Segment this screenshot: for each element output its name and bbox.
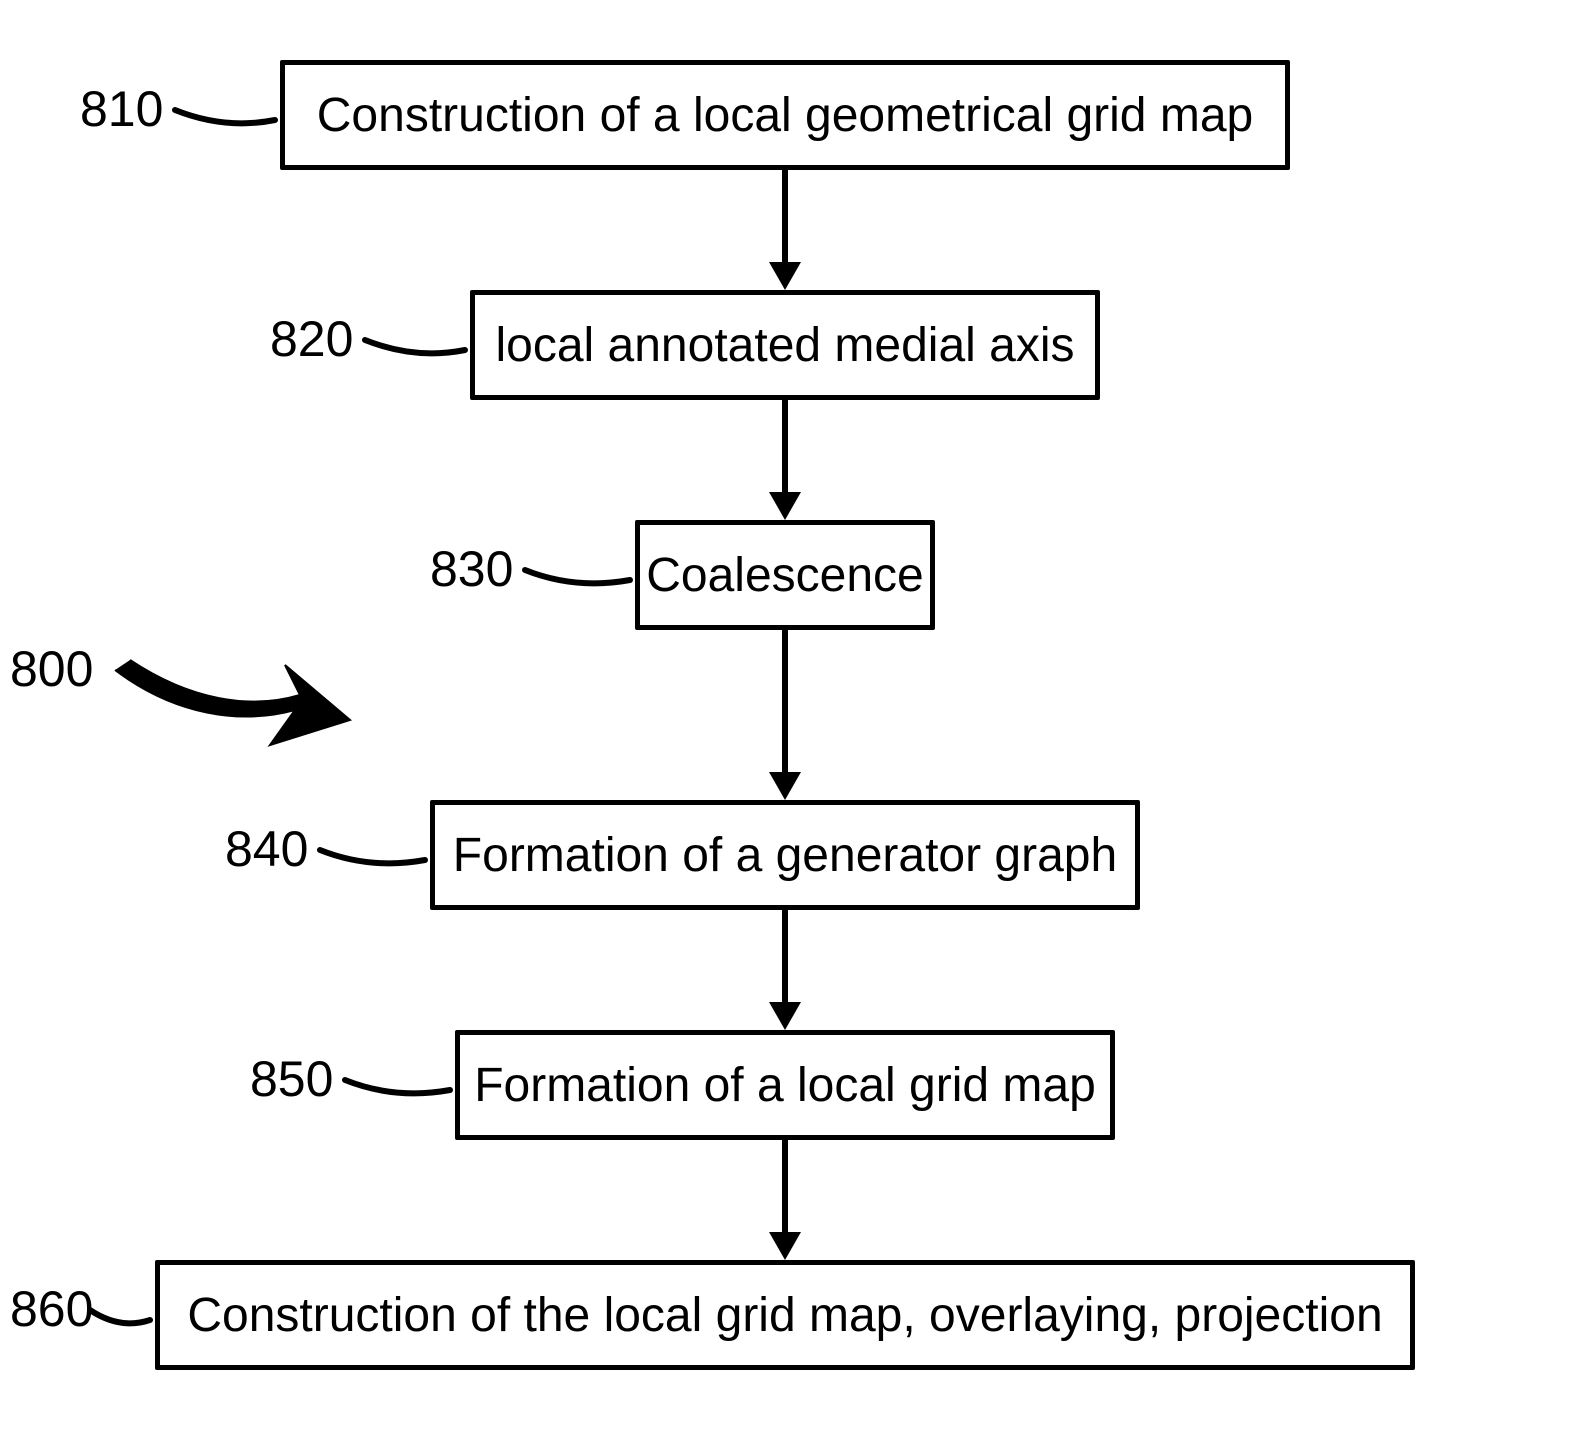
edge-850-860-head-icon (769, 1232, 801, 1260)
node-850: Formation of a local grid map (455, 1030, 1115, 1140)
leader-830-path (525, 570, 630, 583)
leader-850-path (345, 1080, 450, 1093)
node-860-text: Construction of the local grid map, over… (187, 1288, 1382, 1343)
edge-820-830 (782, 400, 788, 492)
node-820-text: local annotated medial axis (495, 318, 1074, 373)
leader-820-path (365, 340, 465, 353)
leader-830 (0, 0, 1586, 1444)
leader-810 (0, 0, 1586, 1444)
ref-800: 800 (10, 640, 93, 698)
edge-820-830-head-icon (769, 492, 801, 520)
node-840-text: Formation of a generator graph (453, 828, 1117, 883)
node-850-text: Formation of a local grid map (474, 1058, 1096, 1113)
leader-860 (0, 0, 1586, 1444)
leader-840 (0, 0, 1586, 1444)
node-810: Construction of a local geometrical grid… (280, 60, 1290, 170)
edge-850-860 (782, 1140, 788, 1232)
leader-860-path (90, 1310, 150, 1323)
node-810-text: Construction of a local geometrical grid… (317, 88, 1253, 143)
node-820: local annotated medial axis (470, 290, 1100, 400)
edge-840-850-head-icon (769, 1002, 801, 1030)
arrow-800-path (115, 660, 350, 745)
leader-850 (0, 0, 1586, 1444)
ref-820: 820 (270, 310, 353, 368)
ref-840: 840 (225, 820, 308, 878)
ref-860: 860 (10, 1280, 93, 1338)
leader-810-path (175, 110, 275, 123)
ref-810: 810 (80, 80, 163, 138)
node-830-text: Coalescence (646, 548, 924, 603)
ref-830: 830 (430, 540, 513, 598)
node-860: Construction of the local grid map, over… (155, 1260, 1415, 1370)
node-840: Formation of a generator graph (430, 800, 1140, 910)
edge-840-850 (782, 910, 788, 1002)
ref-850: 850 (250, 1050, 333, 1108)
arrow-800-icon (0, 0, 1586, 1444)
leader-840-path (320, 850, 425, 863)
edge-830-840 (782, 630, 788, 772)
edge-810-820 (782, 170, 788, 262)
edge-810-820-head-icon (769, 262, 801, 290)
edge-830-840-head-icon (769, 772, 801, 800)
node-830: Coalescence (635, 520, 935, 630)
leader-820 (0, 0, 1586, 1444)
